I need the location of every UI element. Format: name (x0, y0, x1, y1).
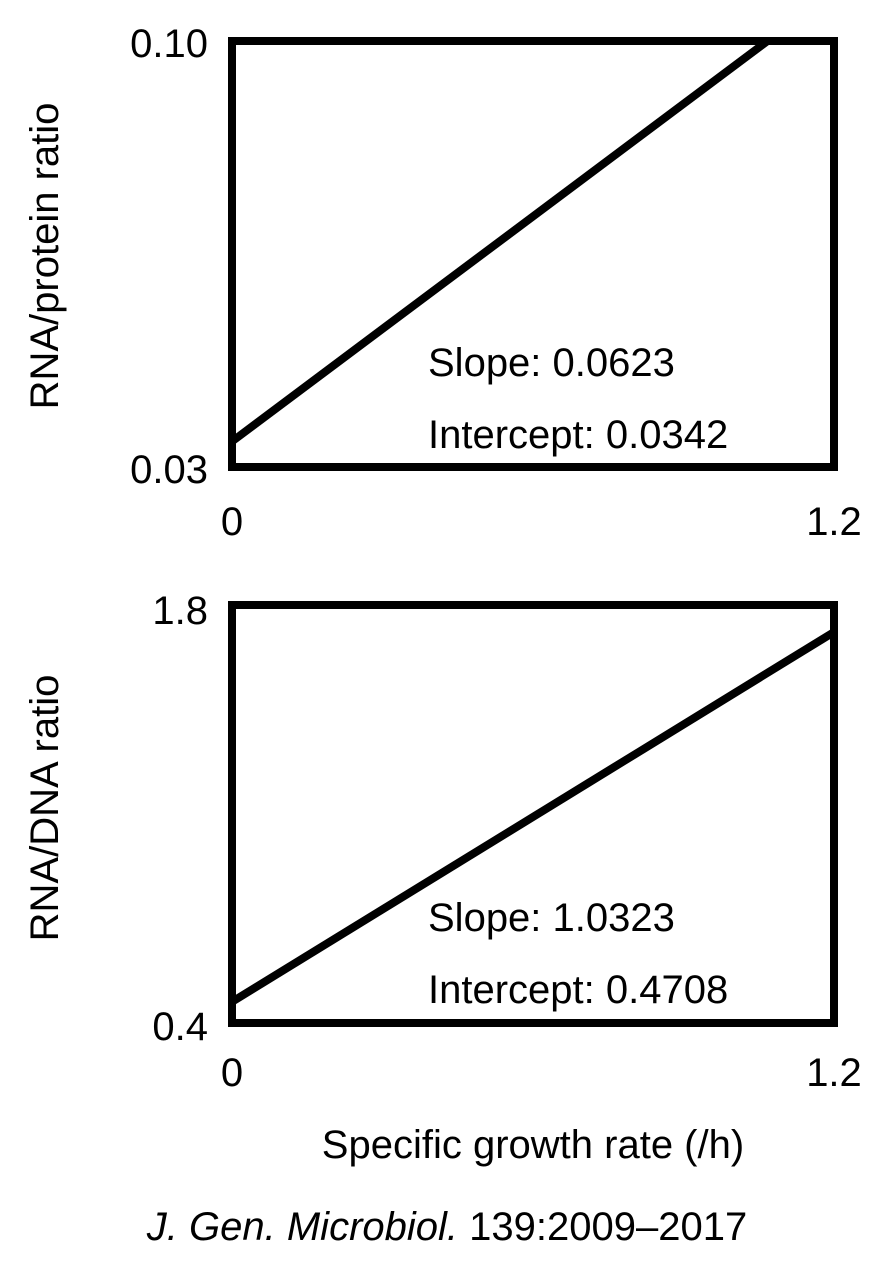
x-axis-label: Specific growth rate (/h) (322, 1123, 744, 1167)
intercept-annotation: Intercept: 0.4708 (428, 968, 728, 1012)
intercept-annotation: Intercept: 0.0342 (428, 413, 728, 457)
citation-journal: J. Gen. Microbiol. (146, 1205, 458, 1249)
chart-panel-rna-dna: 1.8 0.4 0 1.2 RNA/DNA ratio Slope: 1.032… (23, 589, 862, 1167)
regression-line (232, 628, 834, 1006)
y-tick-label-min: 0.03 (130, 448, 208, 492)
y-tick-label-max: 1.8 (152, 589, 208, 633)
y-tick-label-min: 0.4 (152, 1005, 208, 1049)
x-tick-label-max: 1.2 (806, 500, 862, 544)
regression-line (232, 41, 775, 445)
y-axis-label: RNA/DNA ratio (23, 675, 67, 942)
slope-annotation: Slope: 0.0623 (428, 341, 675, 385)
slope-annotation: Slope: 1.0323 (428, 896, 675, 940)
plot-frame (228, 37, 838, 471)
x-tick-label-min: 0 (221, 1051, 243, 1095)
x-tick-label-min: 0 (221, 500, 243, 544)
x-tick-label-max: 1.2 (806, 1051, 862, 1095)
y-tick-label-max: 0.10 (130, 22, 208, 66)
citation-ref: 139:2009–2017 (458, 1205, 747, 1249)
plot-frame (228, 601, 838, 1027)
y-axis-label: RNA/protein ratio (23, 103, 67, 410)
chart-panel-rna-protein: 0.10 0.03 0 1.2 RNA/protein ratio Slope:… (23, 22, 862, 544)
citation: J. Gen. Microbiol. 139:2009–2017 (146, 1205, 747, 1249)
